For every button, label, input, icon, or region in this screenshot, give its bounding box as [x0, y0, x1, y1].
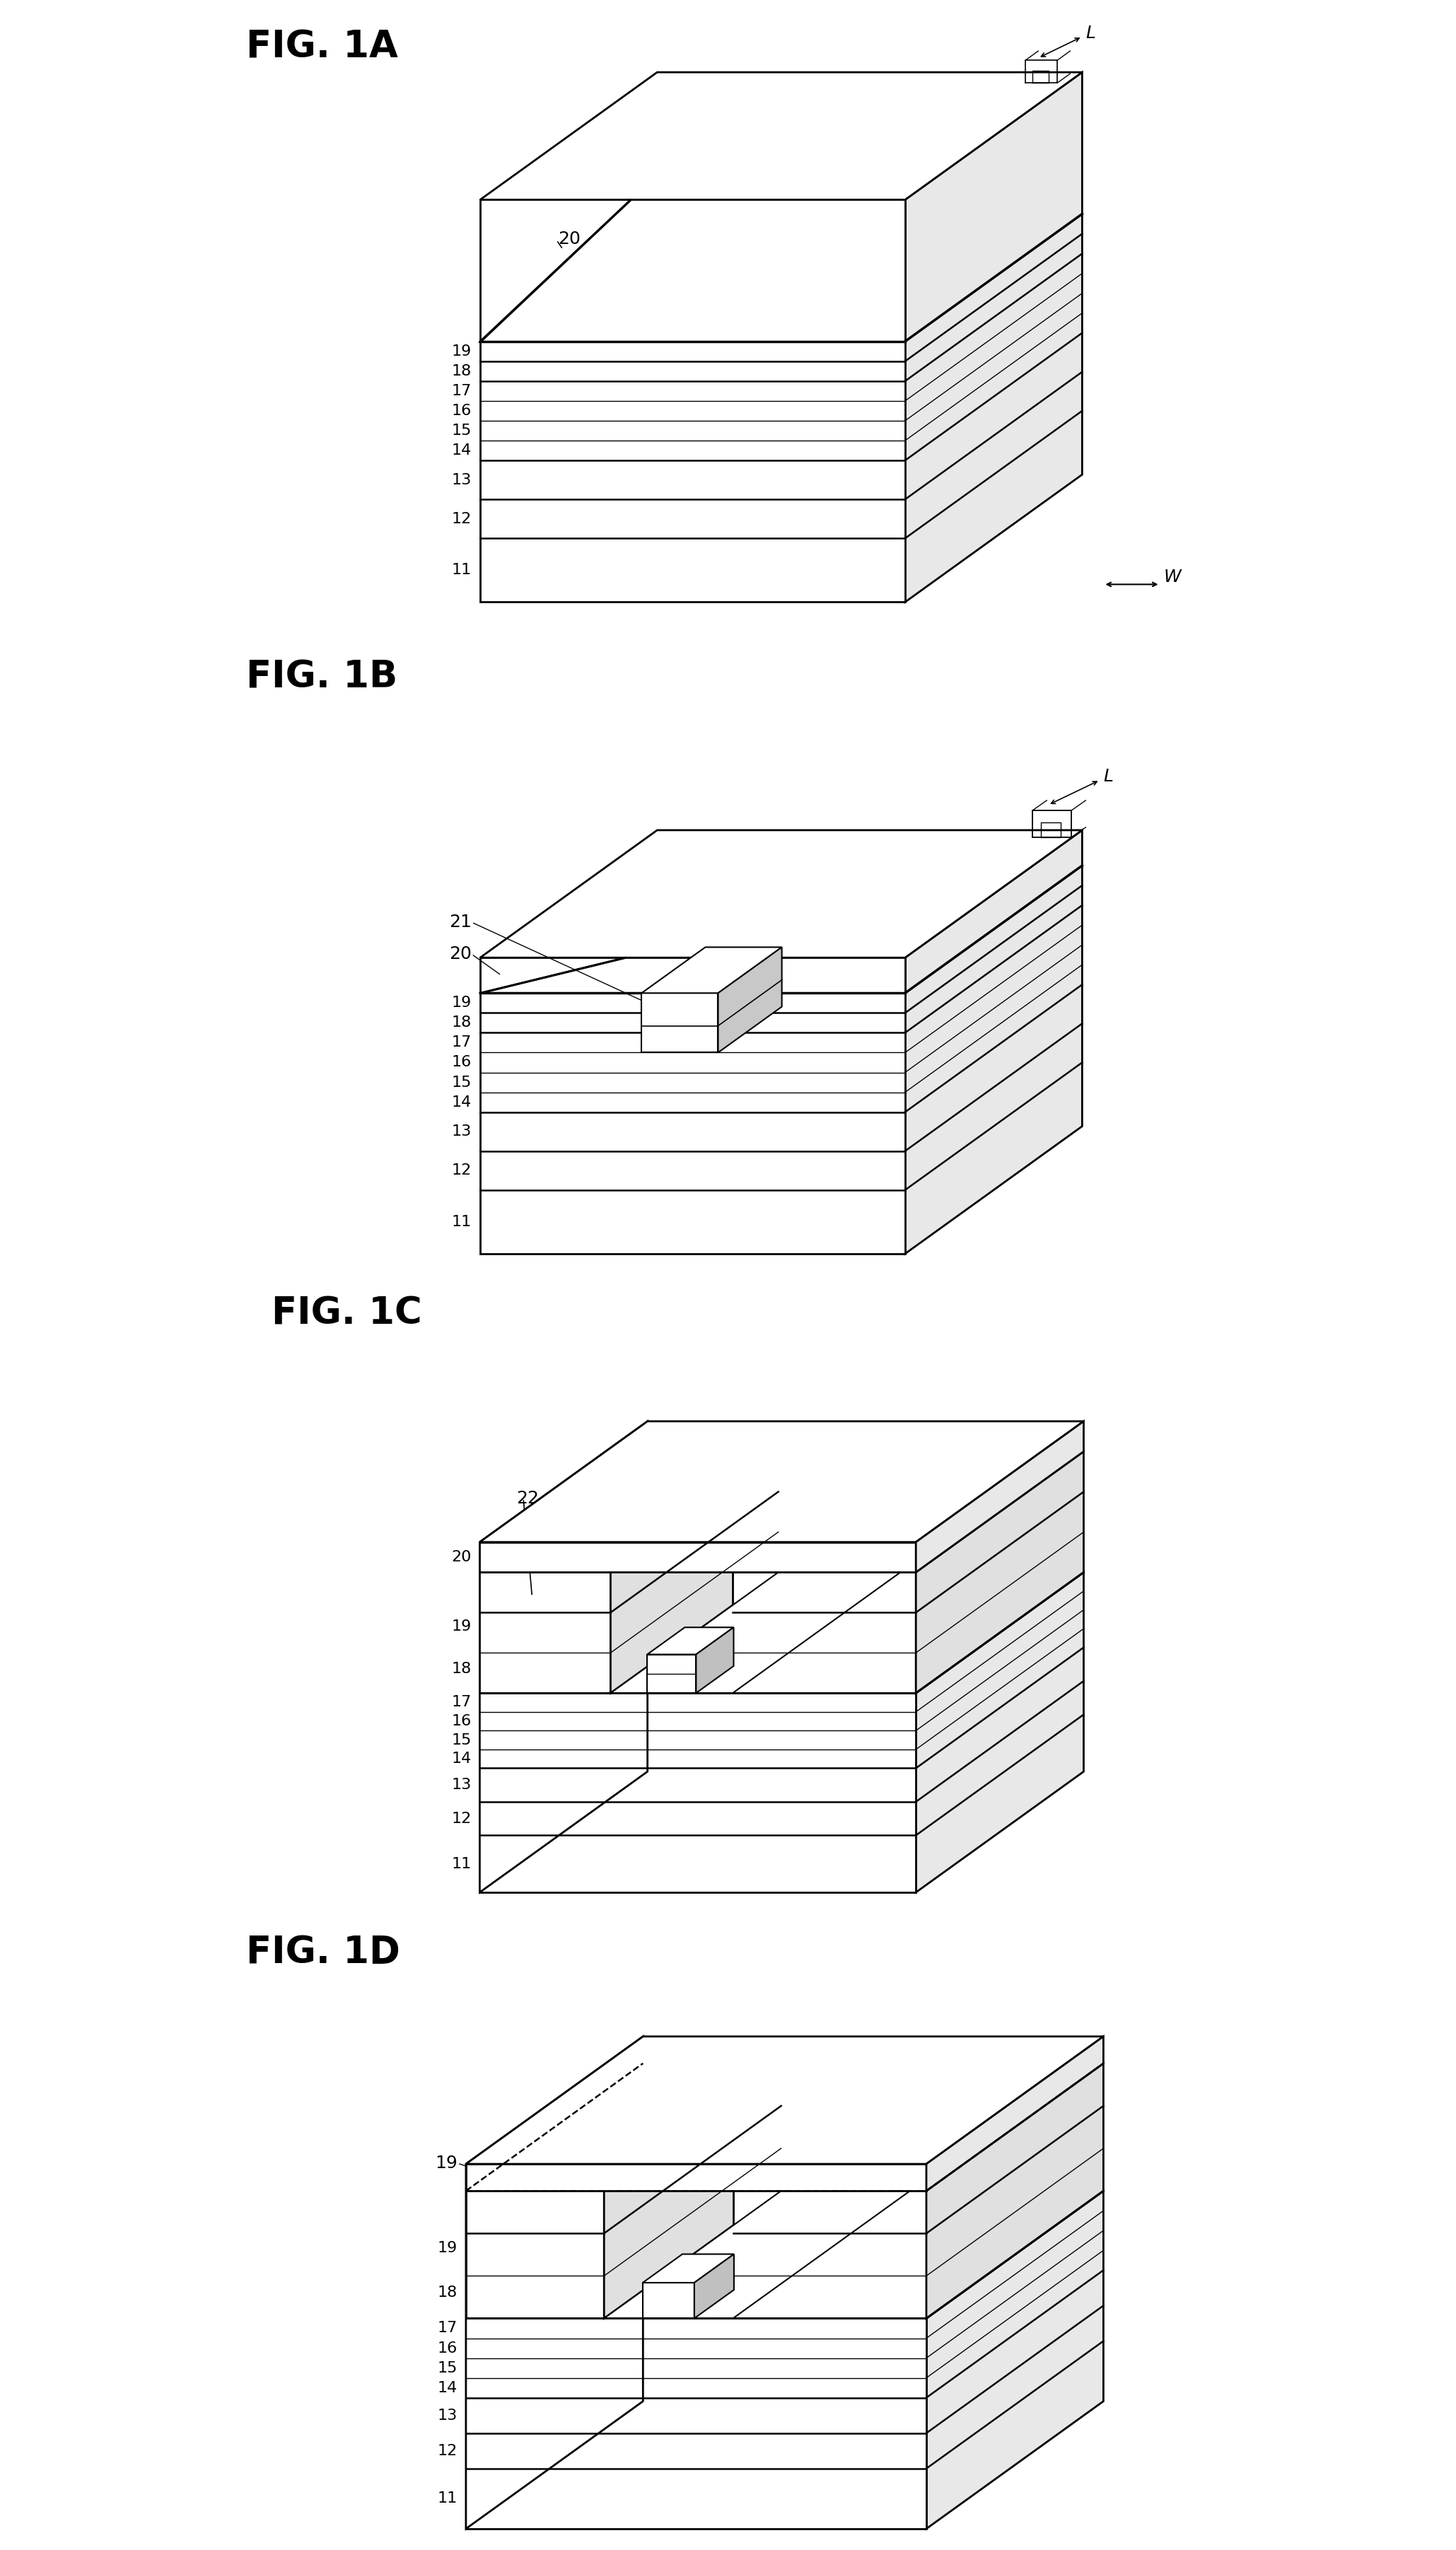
- Text: 18: 18: [437, 2285, 457, 2300]
- Text: 12: 12: [451, 1163, 472, 1178]
- Text: 11: 11: [451, 564, 472, 576]
- Text: L: L: [1086, 26, 1095, 41]
- Polygon shape: [642, 946, 782, 992]
- Text: 13: 13: [451, 472, 472, 487]
- Text: 15: 15: [451, 1076, 472, 1089]
- Text: 16: 16: [437, 2341, 457, 2356]
- Polygon shape: [479, 1573, 610, 1693]
- Text: 17: 17: [451, 1696, 472, 1709]
- Polygon shape: [480, 959, 906, 1255]
- Text: 12: 12: [451, 513, 472, 525]
- Polygon shape: [480, 831, 1082, 959]
- Polygon shape: [479, 1693, 916, 1892]
- Text: 19: 19: [437, 2241, 457, 2254]
- Text: FIG. 1A: FIG. 1A: [246, 28, 399, 66]
- Text: 16: 16: [451, 1714, 472, 1729]
- Polygon shape: [466, 2037, 644, 2530]
- Text: W: W: [1163, 569, 1181, 587]
- Polygon shape: [916, 1573, 1083, 1892]
- Text: 11: 11: [437, 2491, 457, 2507]
- Polygon shape: [926, 2037, 1104, 2190]
- Text: 22: 22: [517, 1489, 539, 1507]
- Text: 15: 15: [451, 423, 472, 439]
- Text: 20: 20: [451, 1550, 472, 1563]
- Text: 20: 20: [558, 230, 581, 247]
- Text: 15: 15: [437, 2361, 457, 2374]
- Polygon shape: [610, 1451, 779, 1693]
- Polygon shape: [466, 2318, 926, 2530]
- Polygon shape: [648, 1655, 696, 1693]
- Text: 17: 17: [451, 385, 472, 398]
- Text: FIG. 1C: FIG. 1C: [272, 1295, 422, 1331]
- Text: 21: 21: [448, 913, 472, 931]
- Text: 11: 11: [451, 1856, 472, 1872]
- Polygon shape: [642, 2254, 734, 2282]
- Polygon shape: [732, 1451, 1083, 1573]
- Polygon shape: [466, 2190, 1104, 2318]
- Polygon shape: [479, 1573, 1083, 1693]
- Polygon shape: [916, 1420, 1083, 1573]
- Text: 20: 20: [448, 946, 472, 961]
- Polygon shape: [480, 199, 906, 602]
- Text: 16: 16: [451, 403, 472, 418]
- Text: 19: 19: [451, 997, 472, 1010]
- Polygon shape: [906, 831, 1082, 1255]
- Polygon shape: [926, 2190, 1104, 2530]
- Text: 14: 14: [451, 444, 472, 456]
- Text: 18: 18: [451, 365, 472, 377]
- Polygon shape: [732, 1573, 916, 1693]
- Text: 14: 14: [451, 1752, 472, 1767]
- Polygon shape: [466, 2063, 780, 2190]
- Text: 16: 16: [451, 1056, 472, 1068]
- Polygon shape: [479, 1543, 916, 1573]
- Text: 19: 19: [435, 2155, 457, 2173]
- Polygon shape: [926, 2063, 1104, 2318]
- Polygon shape: [604, 2190, 910, 2318]
- Text: 12: 12: [437, 2443, 457, 2458]
- Polygon shape: [642, 2282, 695, 2318]
- Text: 11: 11: [451, 1214, 472, 1229]
- Polygon shape: [466, 2190, 604, 2318]
- Polygon shape: [732, 2063, 1104, 2190]
- Text: L: L: [1104, 768, 1114, 785]
- Text: FIG. 1B: FIG. 1B: [246, 658, 397, 696]
- Polygon shape: [479, 1420, 648, 1892]
- Polygon shape: [732, 2190, 926, 2318]
- Text: 14: 14: [451, 1094, 472, 1109]
- Polygon shape: [696, 1627, 734, 1693]
- Text: 17: 17: [451, 1035, 472, 1051]
- Polygon shape: [479, 1451, 779, 1573]
- Text: 13: 13: [451, 1125, 472, 1140]
- Text: 19: 19: [451, 344, 472, 360]
- Text: 13: 13: [451, 1777, 472, 1793]
- Text: 17: 17: [437, 2320, 457, 2336]
- Text: 19: 19: [451, 1619, 472, 1635]
- Polygon shape: [466, 2037, 1104, 2165]
- Text: 14: 14: [437, 2382, 457, 2394]
- Text: 15: 15: [451, 1734, 472, 1747]
- Polygon shape: [642, 992, 718, 1053]
- Polygon shape: [480, 959, 906, 992]
- Text: 13: 13: [437, 2407, 457, 2422]
- Polygon shape: [906, 71, 1082, 602]
- Polygon shape: [479, 1420, 1083, 1543]
- Text: 18: 18: [451, 1015, 472, 1030]
- Text: 12: 12: [451, 1810, 472, 1826]
- Polygon shape: [718, 946, 782, 1053]
- Text: FIG. 1D: FIG. 1D: [246, 1933, 400, 1971]
- Polygon shape: [604, 2063, 780, 2318]
- Polygon shape: [480, 199, 906, 342]
- Polygon shape: [466, 2165, 926, 2190]
- Polygon shape: [480, 71, 1082, 199]
- Text: 18: 18: [451, 1663, 472, 1675]
- Polygon shape: [695, 2254, 734, 2318]
- Polygon shape: [610, 1573, 900, 1693]
- Polygon shape: [916, 1451, 1083, 1693]
- Polygon shape: [648, 1627, 734, 1655]
